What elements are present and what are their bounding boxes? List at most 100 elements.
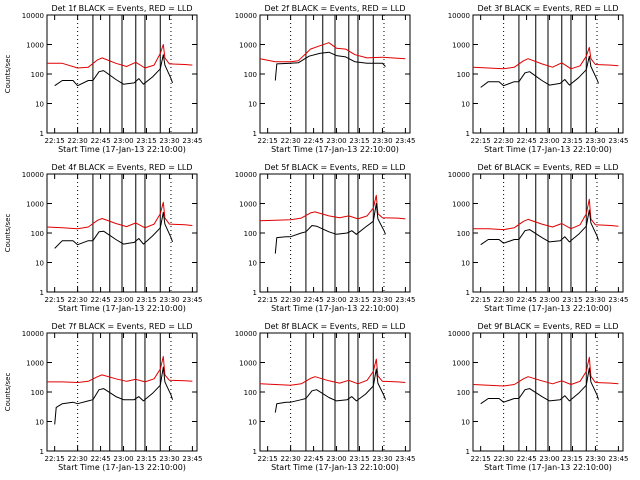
x-tick-label: 22:15 bbox=[258, 296, 278, 304]
panel-det-3: Det 3f BLACK = Events, RED = LLD Start Ti… bbox=[448, 4, 629, 154]
events-line bbox=[480, 55, 599, 88]
y-tick-label: 100 bbox=[31, 389, 44, 397]
events-line bbox=[274, 368, 386, 413]
y-tick-label: 1000 bbox=[239, 42, 257, 50]
y-tick-label: 1 bbox=[466, 130, 470, 138]
x-tick-label: 23:15 bbox=[562, 455, 582, 463]
y-axis-label: Counts/sec bbox=[4, 55, 12, 94]
x-tick-label: 22:45 bbox=[90, 296, 110, 304]
panel-det-6: Det 6f BLACK = Events, RED = LLD Start Ti… bbox=[448, 163, 629, 313]
y-tick-label: 100 bbox=[457, 71, 470, 79]
panel-title: Det 5f BLACK = Events, RED = LLD bbox=[264, 163, 405, 172]
y-tick-label: 1 bbox=[253, 448, 257, 456]
y-tick-label: 1000 bbox=[26, 360, 44, 368]
y-tick-label: 10 bbox=[35, 419, 44, 427]
x-axis-label: Start Time (17-Jan-13 22:10:00) bbox=[484, 304, 612, 313]
x-axis-label: Start Time (17-Jan-13 22:10:00) bbox=[271, 145, 399, 154]
panel-title: Det 8f BLACK = Events, RED = LLD bbox=[264, 322, 405, 331]
x-tick-label: 23:15 bbox=[349, 296, 369, 304]
x-tick-label: 22:15 bbox=[471, 296, 491, 304]
y-tick-label: 1 bbox=[40, 289, 44, 297]
x-tick-label: 23:45 bbox=[395, 137, 415, 145]
events-line bbox=[480, 367, 599, 405]
y-tick-label: 10 bbox=[248, 419, 257, 427]
y-tick-label: 10 bbox=[248, 101, 257, 109]
x-tick-label: 23:00 bbox=[113, 296, 133, 304]
y-tick-label: 100 bbox=[457, 389, 470, 397]
y-tick-label: 1 bbox=[466, 448, 470, 456]
panel-det-9: Det 9f BLACK = Events, RED = LLD Start Ti… bbox=[448, 322, 629, 472]
x-tick-label: 22:45 bbox=[90, 455, 110, 463]
x-tick-label: 22:30 bbox=[68, 137, 88, 145]
y-tick-label: 10000 bbox=[235, 330, 257, 338]
panel-title: Det 3f BLACK = Events, RED = LLD bbox=[477, 4, 618, 13]
events-line bbox=[54, 54, 173, 87]
panel-det-7: Det 7f BLACK = Events, RED = LLD Start Ti… bbox=[4, 322, 203, 472]
y-tick-label: 100 bbox=[31, 71, 44, 79]
lld-line bbox=[473, 198, 619, 231]
x-tick-label: 23:30 bbox=[372, 296, 392, 304]
x-axis-label: Start Time (17-Jan-13 22:10:00) bbox=[58, 463, 186, 472]
y-tick-label: 1000 bbox=[452, 360, 470, 368]
x-tick-label: 23:00 bbox=[326, 137, 346, 145]
y-axis-label: Counts/sec bbox=[4, 373, 12, 412]
x-tick-label: 23:00 bbox=[326, 296, 346, 304]
x-tick-label: 23:15 bbox=[349, 455, 369, 463]
x-tick-label: 22:45 bbox=[303, 296, 323, 304]
x-tick-label: 23:45 bbox=[608, 455, 628, 463]
x-axis-label: Start Time (17-Jan-13 22:10:00) bbox=[58, 145, 186, 154]
x-axis-label: Start Time (17-Jan-13 22:10:00) bbox=[484, 145, 612, 154]
x-axis-label: Start Time (17-Jan-13 22:10:00) bbox=[58, 304, 186, 313]
x-tick-label: 23:45 bbox=[608, 137, 628, 145]
x-tick-label: 22:45 bbox=[90, 137, 110, 145]
x-tick-label: 22:45 bbox=[516, 455, 536, 463]
panel-det-1: Det 1f BLACK = Events, RED = LLD Start Ti… bbox=[4, 4, 203, 154]
x-tick-label: 22:15 bbox=[45, 455, 65, 463]
x-tick-label: 23:30 bbox=[159, 137, 179, 145]
y-tick-label: 10000 bbox=[22, 330, 44, 338]
y-tick-label: 10 bbox=[461, 419, 470, 427]
y-tick-label: 10000 bbox=[448, 171, 470, 179]
x-tick-label: 22:30 bbox=[68, 296, 88, 304]
y-tick-label: 10000 bbox=[235, 12, 257, 20]
x-tick-label: 22:15 bbox=[258, 137, 278, 145]
x-tick-label: 23:15 bbox=[136, 455, 156, 463]
x-tick-label: 23:15 bbox=[562, 296, 582, 304]
x-tick-label: 22:30 bbox=[494, 296, 514, 304]
panel-det-8: Det 8f BLACK = Events, RED = LLD Start Ti… bbox=[235, 322, 416, 472]
panel-title: Det 9f BLACK = Events, RED = LLD bbox=[477, 322, 618, 331]
panel-title: Det 4f BLACK = Events, RED = LLD bbox=[51, 163, 192, 172]
y-tick-label: 1 bbox=[253, 289, 257, 297]
y-tick-label: 100 bbox=[244, 389, 257, 397]
x-tick-label: 23:00 bbox=[113, 455, 133, 463]
x-tick-label: 23:30 bbox=[585, 137, 605, 145]
x-axis-label: Start Time (17-Jan-13 22:10:00) bbox=[271, 463, 399, 472]
x-tick-label: 22:30 bbox=[494, 455, 514, 463]
x-tick-label: 23:30 bbox=[372, 137, 392, 145]
events-line bbox=[274, 51, 386, 81]
x-tick-label: 23:30 bbox=[159, 455, 179, 463]
y-tick-label: 10 bbox=[461, 260, 470, 268]
y-tick-label: 10000 bbox=[448, 330, 470, 338]
y-tick-label: 1 bbox=[466, 289, 470, 297]
x-tick-label: 23:30 bbox=[585, 296, 605, 304]
y-tick-label: 1 bbox=[40, 448, 44, 456]
y-tick-label: 10000 bbox=[448, 12, 470, 20]
x-tick-label: 22:45 bbox=[516, 137, 536, 145]
lld-line bbox=[259, 194, 406, 222]
x-tick-label: 23:00 bbox=[539, 455, 559, 463]
x-tick-label: 22:15 bbox=[45, 296, 65, 304]
x-tick-label: 22:15 bbox=[471, 455, 491, 463]
y-tick-label: 1000 bbox=[26, 201, 44, 209]
x-tick-label: 23:45 bbox=[182, 137, 202, 145]
lld-line bbox=[472, 46, 619, 70]
events-line bbox=[54, 211, 173, 249]
panel-det-5: Det 5f BLACK = Events, RED = LLD Start Ti… bbox=[235, 163, 416, 313]
y-tick-label: 10000 bbox=[22, 12, 44, 20]
y-tick-label: 10 bbox=[248, 260, 257, 268]
x-tick-label: 23:45 bbox=[182, 296, 202, 304]
y-tick-label: 1 bbox=[253, 130, 257, 138]
events-line bbox=[274, 203, 386, 254]
lld-line bbox=[259, 42, 406, 63]
x-tick-label: 22:45 bbox=[303, 137, 323, 145]
